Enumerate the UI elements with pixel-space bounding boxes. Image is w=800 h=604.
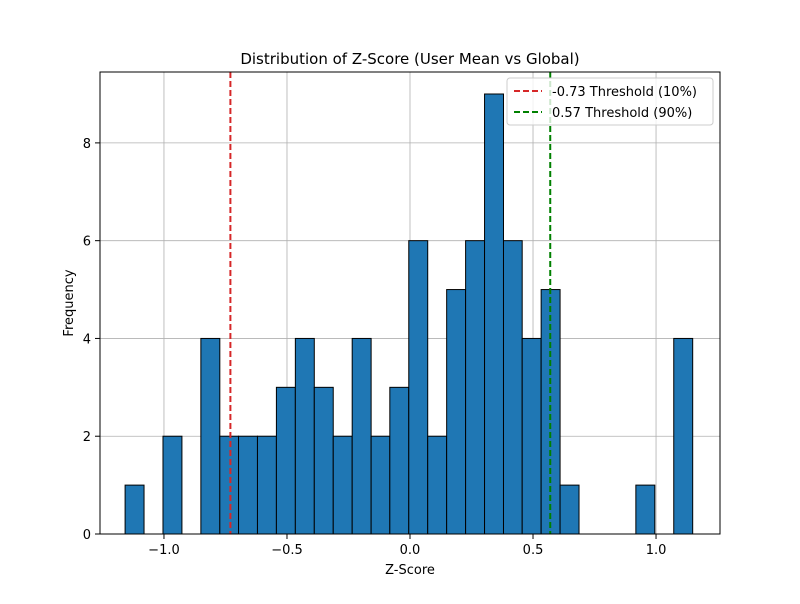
histogram-bars — [124, 93, 694, 535]
histogram-bar-0 — [124, 484, 145, 535]
x-tick-label-3: 0.5 — [523, 543, 544, 558]
histogram-bar-2 — [162, 435, 183, 535]
histogram-bar-27 — [635, 484, 656, 535]
histogram-bar-8 — [275, 386, 296, 535]
legend: -0.73 Threshold (10%) 0.57 Threshold (90… — [506, 77, 714, 126]
x-tick-label-1: −0.5 — [271, 543, 303, 558]
y-tick-label-3: 6 — [83, 235, 91, 250]
chart-title: Distribution of Z-Score (User Mean vs Gl… — [240, 50, 579, 68]
threshold-lines — [229, 72, 552, 534]
x-tick-label-2: 0.0 — [400, 543, 421, 558]
y-tick-label-2: 4 — [83, 332, 91, 347]
histogram-bar-7 — [256, 435, 277, 535]
histogram-bar-6 — [238, 435, 258, 535]
y-tick-label-1: 2 — [83, 430, 91, 445]
histogram-bar-5 — [219, 435, 240, 535]
histogram-bar-4 — [200, 337, 221, 535]
histogram-bar-21 — [521, 337, 542, 535]
y-tick-label-0: 0 — [83, 528, 91, 543]
y-axis-ticks: 0 2 4 6 8 — [83, 137, 100, 543]
x-axis-label: Z-Score — [385, 563, 435, 578]
histogram-bar-13 — [370, 435, 391, 535]
y-axis-label: Frequency — [62, 269, 77, 336]
x-tick-label-4: 1.0 — [646, 543, 667, 558]
legend-label-lower-threshold: -0.73 Threshold (10%) — [552, 85, 697, 100]
histogram-bar-10 — [313, 386, 334, 535]
histogram-bar-29 — [673, 337, 694, 535]
histogram-bar-11 — [332, 435, 353, 535]
histogram-bar-12 — [351, 337, 372, 535]
histogram-bar-23 — [559, 484, 580, 535]
histogram-bar-14 — [389, 386, 410, 535]
legend-box — [506, 77, 714, 126]
histogram-bar-16 — [427, 435, 448, 535]
histogram-bar-9 — [294, 337, 315, 535]
x-axis-ticks: −1.0 −0.5 0.0 0.5 1.0 — [148, 534, 666, 558]
y-tick-label-4: 8 — [83, 137, 91, 152]
x-tick-label-0: −1.0 — [148, 543, 180, 558]
histogram-bar-20 — [502, 240, 523, 535]
histogram-bar-18 — [465, 240, 486, 535]
histogram-bar-15 — [408, 240, 429, 535]
histogram-bar-19 — [484, 93, 504, 535]
legend-label-upper-threshold: 0.57 Threshold (90%) — [552, 106, 692, 121]
histogram-bar-17 — [446, 289, 467, 535]
